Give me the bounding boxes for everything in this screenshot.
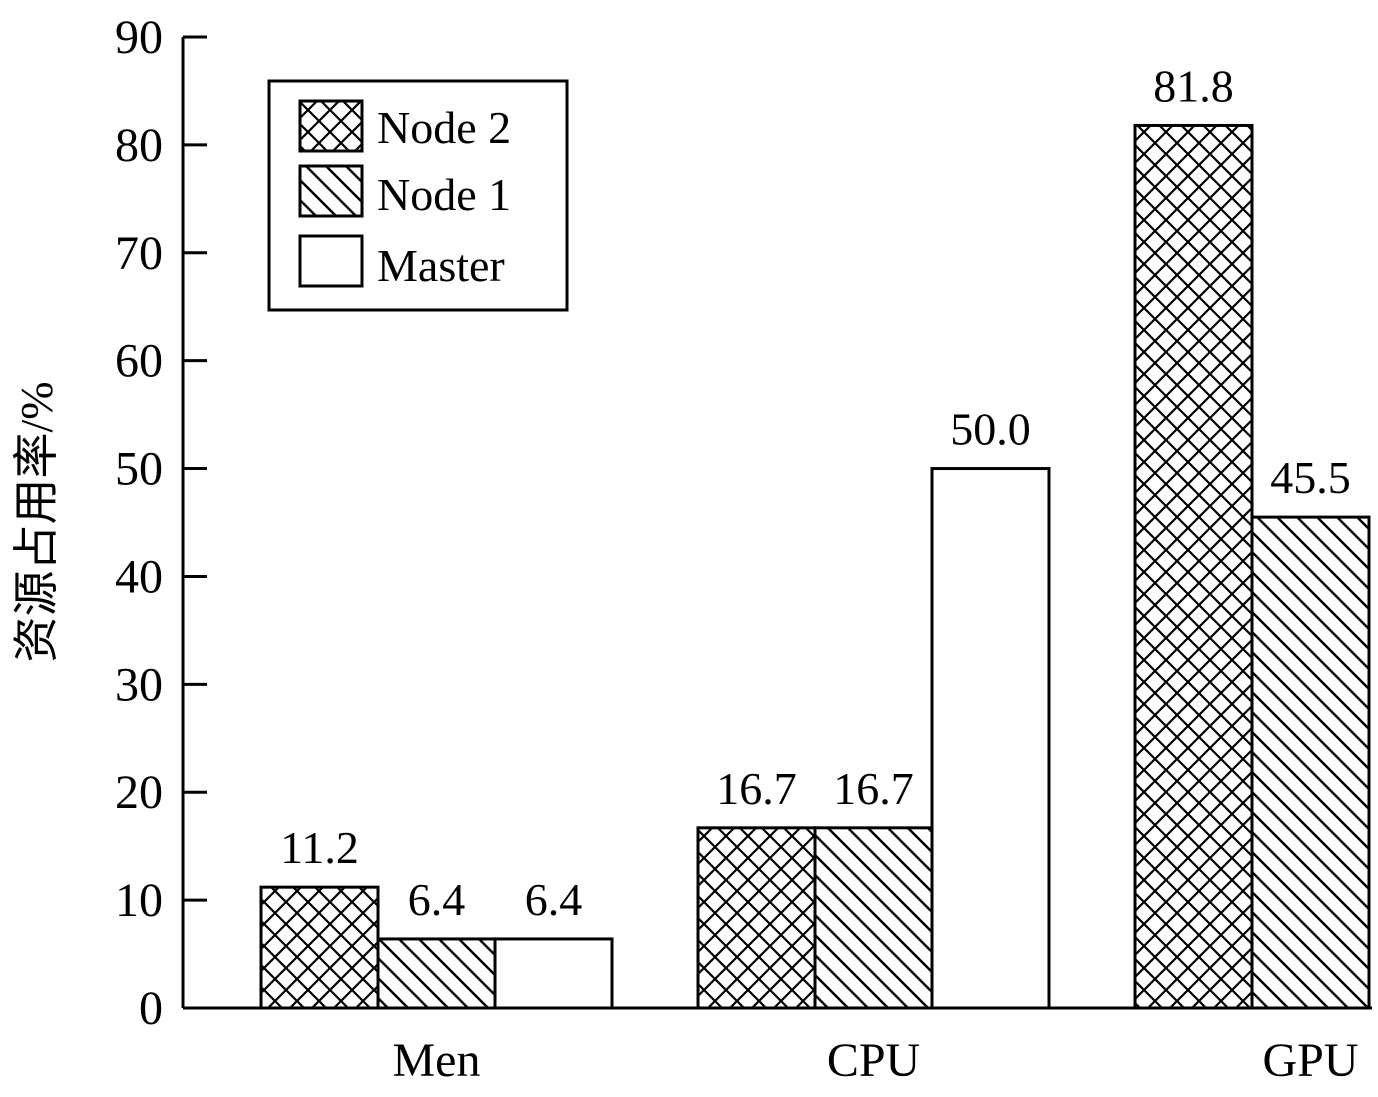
bar-master-cpu [930, 467, 1051, 1010]
y-tick-label-90: 90 [115, 11, 163, 64]
data-label-node-2-men: 11.2 [280, 822, 359, 873]
data-label-master-men: 6.4 [525, 874, 583, 925]
y-tick-label-60: 60 [115, 335, 163, 388]
bar-master-men [493, 937, 614, 1010]
legend-label-node-2: Node 2 [377, 102, 511, 153]
bar-node-1-cpu [813, 826, 934, 1010]
y-tick-label-40: 40 [115, 550, 163, 603]
legend-label-master: Master [377, 240, 505, 291]
bars [259, 123, 1371, 1010]
data-label-node-2-gpu: 81.8 [1153, 60, 1234, 111]
bar-node-2-men [259, 885, 380, 1010]
legend-item-node-1: Node 1 [298, 164, 511, 220]
data-label-node-1-cpu: 16.7 [833, 763, 914, 814]
bar-node-2-cpu [696, 826, 817, 1010]
legend: Node 2 Node 1 Master [267, 79, 569, 312]
x-tick-label-men: Men [393, 1034, 481, 1087]
y-tick-label-30: 30 [115, 658, 163, 711]
x-tick-label-cpu: CPU [827, 1034, 920, 1087]
y-tick-label-70: 70 [115, 227, 163, 280]
legend-item-master: Master [298, 234, 505, 291]
bar-node-1-men [376, 937, 497, 1010]
x-tick-label-gpu: GPU [1262, 1034, 1358, 1087]
data-label-node-2-cpu: 16.7 [716, 763, 797, 814]
data-labels: 11.2 6.4 6.4 16.7 16.7 50.0 81.8 45.5 [280, 60, 1351, 924]
legend-item-node-2: Node 2 [298, 99, 511, 153]
data-label-master-cpu: 50.0 [950, 404, 1031, 455]
legend-swatch-master [298, 234, 364, 288]
data-label-node-1-men: 6.4 [408, 874, 466, 925]
y-tick-label-20: 20 [115, 766, 163, 819]
axes: 0 10 20 30 40 50 60 70 80 90 Men CPU GPU [115, 11, 1372, 1087]
y-tick-label-80: 80 [115, 119, 163, 172]
y-tick-label-10: 10 [115, 874, 163, 927]
y-axis-label: 资源占用率/% [11, 381, 62, 662]
y-tick-label-50: 50 [115, 443, 163, 496]
legend-swatch-node-2 [298, 99, 364, 153]
bar-node-1-gpu [1250, 515, 1371, 1010]
y-tick-label-0: 0 [139, 982, 163, 1035]
legend-swatch-node-1 [298, 164, 364, 218]
legend-label-node-1: Node 1 [377, 169, 511, 220]
data-label-node-1-gpu: 45.5 [1270, 452, 1351, 503]
bar-node-2-gpu [1133, 123, 1254, 1010]
